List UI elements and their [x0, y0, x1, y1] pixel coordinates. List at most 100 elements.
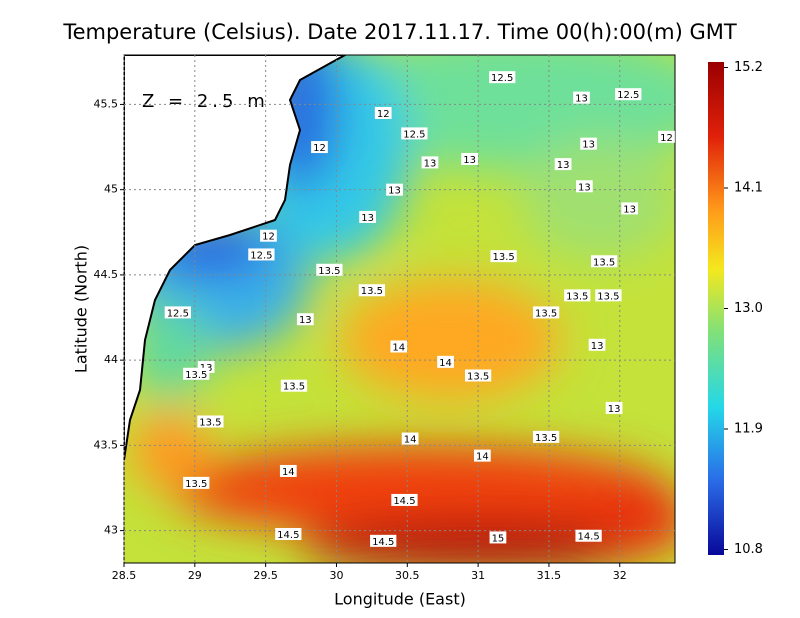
contour-label: 13: [582, 140, 595, 151]
contour-label-box: [197, 415, 224, 428]
contour-label-box: [621, 202, 639, 215]
contour-label-box: [605, 401, 623, 414]
contour-label: 12: [262, 232, 275, 243]
contour-label-box: [311, 141, 328, 154]
contour-label-box: [575, 180, 593, 193]
x-tick-label: 29.5: [253, 569, 278, 582]
contour-label: 14: [282, 467, 295, 478]
contour-label-box: [437, 355, 454, 368]
contour-label: 13: [608, 404, 621, 415]
y-axis-label: Latitude (North): [72, 245, 91, 373]
contour-label-box: [580, 137, 597, 150]
contour-label-box: [374, 106, 392, 119]
colorbar-tick-label: 10.8: [734, 542, 763, 557]
depth-annotation: Z = 2.5 m: [142, 91, 269, 112]
contour-label: 13.5: [597, 291, 619, 302]
contour-label-box: [164, 306, 191, 319]
contour-label: 12.5: [167, 308, 189, 319]
contour-label: 13: [591, 341, 604, 352]
contour-label: 13.5: [535, 433, 557, 444]
contour-label: 14: [392, 343, 405, 354]
contour-label: 13.5: [593, 257, 615, 268]
contour-label: 14.5: [393, 496, 415, 507]
contour-label: 14.5: [577, 532, 599, 543]
contour-label-box: [248, 248, 275, 261]
contour-label: 12: [313, 143, 326, 154]
contour-label-box: [532, 306, 560, 319]
colorbar-tick-label: 13.0: [734, 301, 763, 316]
contour-label-box: [532, 430, 560, 443]
contour-label: 12: [377, 109, 390, 120]
contour-label-box: [316, 263, 343, 276]
contour-label-box: [401, 432, 419, 445]
contour-label-box: [260, 229, 277, 242]
contour-label-box: [473, 449, 491, 462]
contour-label: 13.5: [185, 479, 207, 490]
contour-label: 13: [361, 213, 374, 224]
contour-label: 12: [660, 133, 673, 144]
plot-frame: [123, 54, 676, 564]
y-tick-label: 44.5: [94, 268, 119, 281]
contour-label: 14.5: [372, 537, 394, 548]
colorbar-tick-label: 15.2: [734, 60, 763, 75]
contour-label-box: [370, 534, 397, 547]
contour-label-box: [296, 313, 314, 326]
title: Temperature (Celsius). Date 2017.11.17. …: [62, 20, 737, 44]
contour-label-box: [658, 130, 675, 143]
x-tick-label: 32: [613, 569, 627, 582]
contour-label-box: [464, 369, 492, 382]
contour-label-box: [489, 531, 507, 544]
contour-label-box: [461, 152, 478, 165]
x-tick-label: 29: [188, 569, 202, 582]
y-tick-label: 43.5: [94, 438, 119, 451]
contour-label: 12.5: [491, 73, 513, 84]
contour-label-box: [386, 183, 403, 196]
contour-label-box: [279, 464, 297, 477]
contour-label-box: [391, 493, 418, 506]
contour-label-box: [183, 476, 210, 489]
y-tick-label: 43: [104, 524, 118, 537]
contour-label: 13.5: [318, 266, 340, 277]
x-tick-label: 30.5: [395, 569, 420, 582]
x-tick-label: 31.5: [537, 569, 562, 582]
contour-label-box: [554, 158, 572, 171]
contour-label-box: [401, 127, 428, 140]
y-tick-label: 45: [104, 183, 118, 196]
contour-label-box: [275, 528, 302, 541]
x-tick-label: 30: [329, 569, 343, 582]
contour-label-box: [591, 255, 618, 268]
contour-label-box: [564, 289, 591, 302]
contour-label: 13: [575, 94, 588, 105]
contour-label-box: [358, 284, 386, 297]
contour-label: 14: [404, 435, 417, 446]
contour-label-box: [489, 71, 516, 84]
contour-label-box: [575, 529, 602, 542]
contour-label: 13.5: [492, 252, 514, 263]
x-tick-label: 28.5: [112, 569, 137, 582]
contour-label: 13.5: [283, 382, 305, 393]
contour-label: 13.5: [185, 370, 207, 381]
contour-label: 13.5: [361, 286, 383, 297]
contour-label: 13: [388, 186, 401, 197]
colorbar: [708, 62, 724, 555]
colorbar-tick-label: 11.9: [734, 422, 763, 437]
contour-label-box: [573, 91, 590, 104]
contour-label: 14: [439, 358, 452, 369]
contour-label-box: [490, 250, 517, 263]
contour-label: 13: [578, 182, 591, 193]
y-tick-label: 45.5: [94, 97, 119, 110]
contour-label-box: [390, 340, 408, 353]
contour-label-box: [421, 156, 439, 169]
contour-label: 13: [463, 155, 476, 166]
contour-label: 14: [476, 452, 489, 463]
x-axis-label: Longitude (East): [334, 590, 466, 609]
contour-label-box: [595, 289, 622, 302]
contour-label: 13.5: [199, 418, 221, 429]
contour-label: 13.5: [467, 371, 489, 382]
contour-label-box: [615, 88, 642, 101]
contour-label: 13: [557, 160, 570, 171]
contour-label: 12.5: [403, 129, 425, 140]
contour-label-box: [359, 210, 376, 223]
y-tick-label: 44: [104, 353, 118, 366]
